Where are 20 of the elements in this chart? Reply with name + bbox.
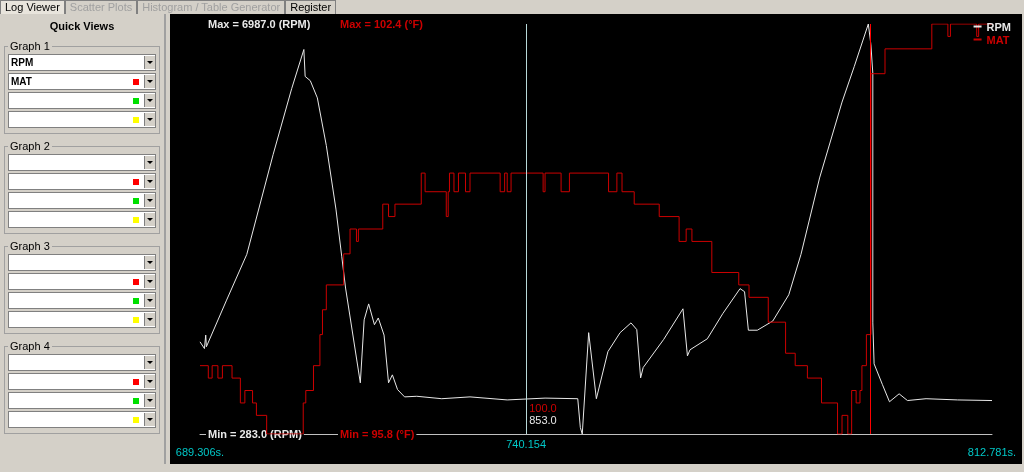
y2-tick-label: Min = 95.8 (°F) xyxy=(340,428,415,440)
text: Register xyxy=(285,0,337,14)
text: Quick Views xyxy=(48,20,116,32)
y2-tick-label: Max = 102.4 (°F) xyxy=(340,18,424,30)
x-tick-label: 689.306s. xyxy=(175,445,225,458)
legend-label: MAT xyxy=(986,33,1010,46)
caption: Graph 4 xyxy=(9,340,51,352)
text: Log Viewer xyxy=(0,0,65,14)
y-tick-label: Min = 283.0 (RPM) xyxy=(208,428,303,440)
select-field: MAT xyxy=(8,73,156,90)
caption: Graph 3 xyxy=(9,240,51,252)
annotation: 853.0 xyxy=(529,413,557,426)
caption: Graph 1 xyxy=(9,40,51,52)
x-tick-label: 812.781s. xyxy=(967,445,1017,458)
select-field: RPM xyxy=(8,54,156,71)
caption: Graph 2 xyxy=(9,140,51,152)
y-tick-label: Max = 6987.0 (RPM) xyxy=(208,18,311,30)
annotation: 100.0 xyxy=(529,401,557,414)
ref-line-label: 740.154 xyxy=(506,437,547,450)
legend-label: RPM xyxy=(986,20,1012,33)
